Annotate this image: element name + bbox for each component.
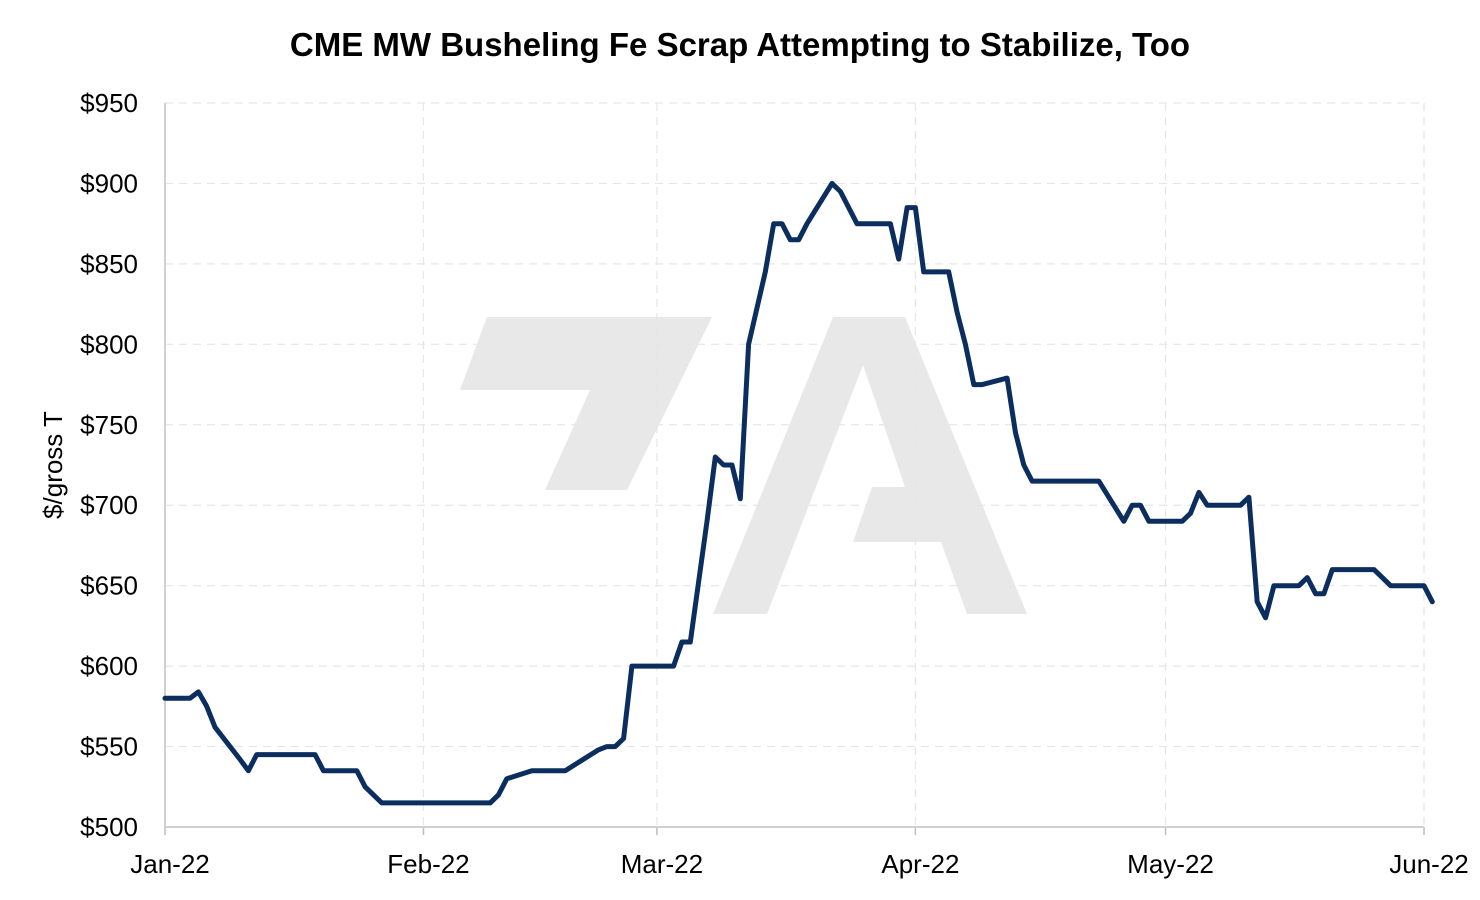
y-tick-label: $500: [80, 812, 138, 842]
y-tick-label: $600: [80, 651, 138, 681]
x-tick-label: Jun-22: [1389, 849, 1469, 879]
axes: [164, 103, 1425, 835]
x-tick-label: Mar-22: [621, 849, 703, 879]
series-line: [162, 180, 1435, 806]
x-tick-label: May-22: [1127, 849, 1214, 879]
y-axis-label: $/gross T: [38, 411, 68, 519]
y-tick-label: $700: [80, 490, 138, 520]
y-tick-labels: $500 $550 $600 $650 $700 $750 $800 $850 $900 $950: [80, 88, 138, 842]
y-tick-label: $800: [80, 329, 138, 359]
x-tick-label: Feb-22: [387, 849, 469, 879]
y-tick-label: $850: [80, 249, 138, 279]
x-tick-label: Apr-22: [881, 849, 959, 879]
y-tick-label: $950: [80, 88, 138, 118]
x-tick-label: Jan-22: [130, 849, 210, 879]
brand-watermark: [460, 317, 1027, 614]
watermark-left-glyph: [460, 317, 712, 490]
y-tick-label: $650: [80, 571, 138, 601]
series-group: [162, 180, 1435, 806]
y-tick-label: $750: [80, 410, 138, 440]
watermark-right-glyph: [713, 317, 1027, 614]
chart-title: CME MW Busheling Fe Scrap Attempting to …: [290, 26, 1190, 63]
y-tick-label: $900: [80, 168, 138, 198]
y-tick-label: $550: [80, 732, 138, 762]
x-tick-labels: Jan-22 Feb-22 Mar-22 Apr-22 May-22 Jun-22: [130, 849, 1469, 879]
